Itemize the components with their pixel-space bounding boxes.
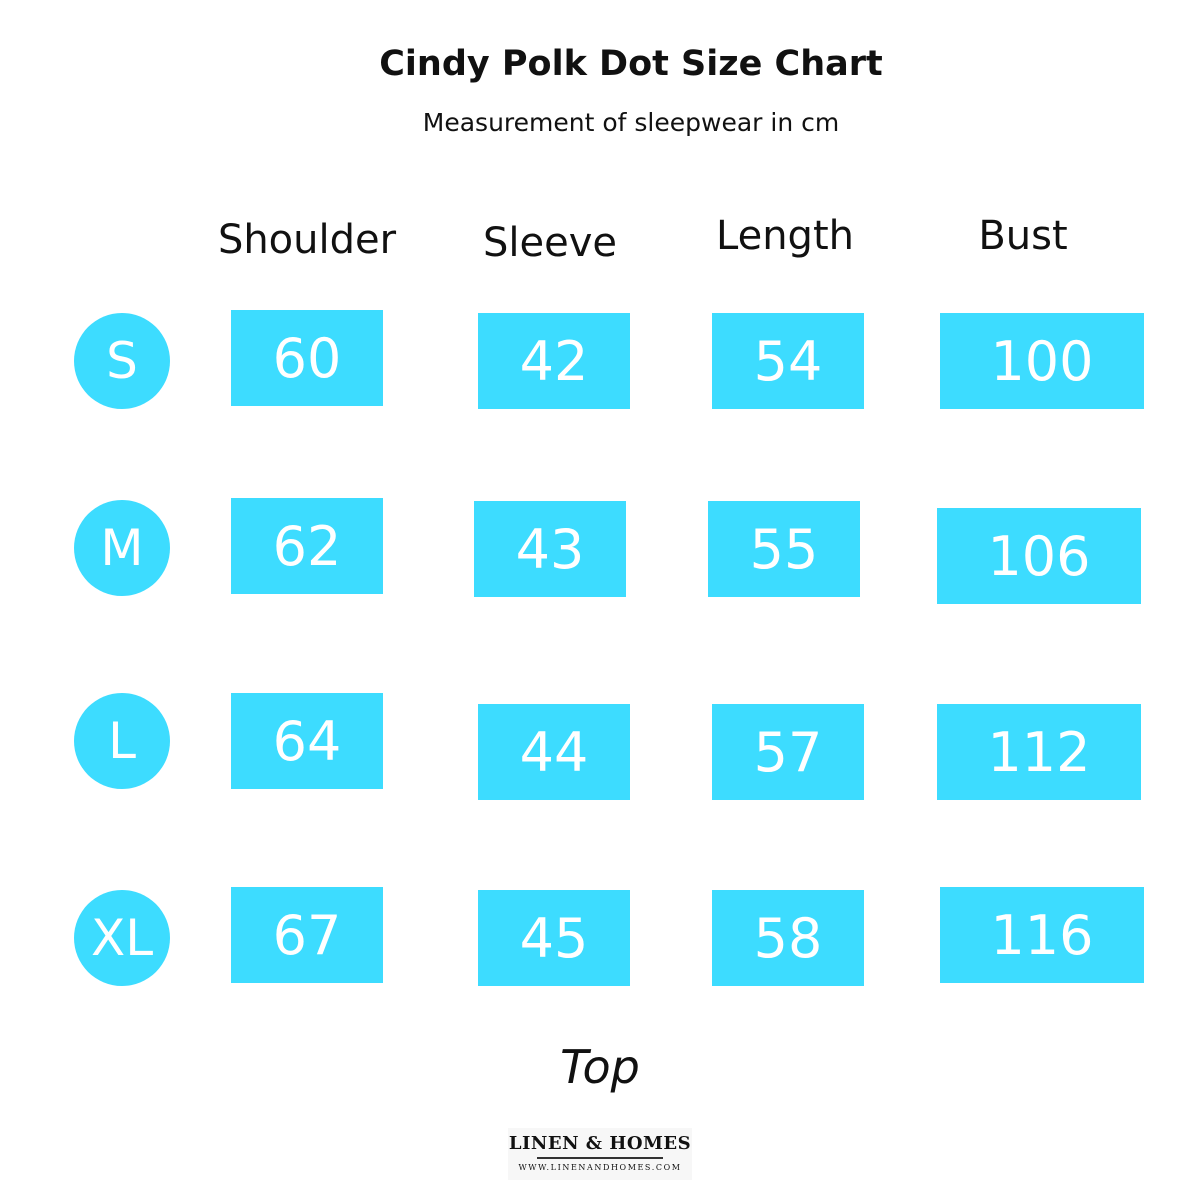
cell-s-shoulder: 60 — [231, 310, 383, 406]
size-badge-l: L — [74, 693, 170, 789]
column-header-length: Length — [716, 213, 854, 259]
chart-title: Cindy Polk Dot Size Chart — [379, 44, 883, 84]
cell-xl-shoulder: 67 — [231, 887, 383, 983]
cell-l-shoulder: 64 — [231, 693, 383, 789]
cell-m-sleeve: 43 — [474, 501, 626, 597]
logo-url: WWW.LINENANDHOMES.COM — [518, 1163, 682, 1172]
cell-l-bust: 112 — [937, 704, 1141, 800]
size-badge-m: M — [74, 500, 170, 596]
size-badge-xl: XL — [74, 890, 170, 986]
chart-subtitle: Measurement of sleepwear in cm — [422, 108, 840, 137]
cell-s-bust: 100 — [940, 313, 1144, 409]
logo-divider — [537, 1157, 663, 1159]
garment-label: Top — [560, 1040, 640, 1094]
column-header-bust: Bust — [978, 213, 1068, 259]
brand-logo: LINEN & HOMES WWW.LINENANDHOMES.COM — [508, 1128, 692, 1180]
cell-xl-length: 58 — [712, 890, 864, 986]
logo-name: LINEN & HOMES — [508, 1133, 692, 1154]
cell-m-shoulder: 62 — [231, 498, 383, 594]
cell-l-length: 57 — [712, 704, 864, 800]
cell-l-sleeve: 44 — [478, 704, 630, 800]
cell-s-length: 54 — [712, 313, 864, 409]
column-header-shoulder: Shoulder — [217, 217, 397, 263]
size-badge-s: S — [74, 313, 170, 409]
column-header-sleeve: Sleeve — [482, 220, 618, 266]
cell-m-length: 55 — [708, 501, 860, 597]
cell-s-sleeve: 42 — [478, 313, 630, 409]
cell-m-bust: 106 — [937, 508, 1141, 604]
cell-xl-sleeve: 45 — [478, 890, 630, 986]
cell-xl-bust: 116 — [940, 887, 1144, 983]
